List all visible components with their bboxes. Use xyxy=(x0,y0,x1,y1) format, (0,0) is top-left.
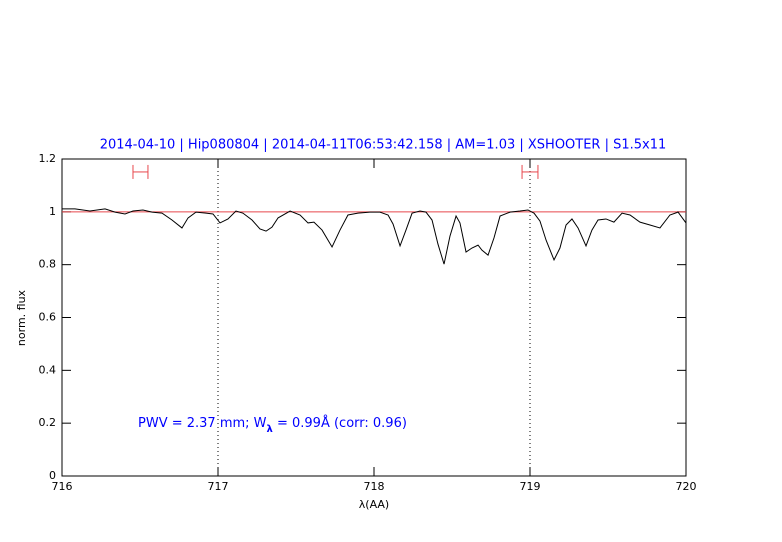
x-tick-label: 716 xyxy=(52,480,73,493)
y-tick-label: 0.4 xyxy=(39,363,57,376)
x-tick-label: 719 xyxy=(520,480,541,493)
y-axis-label: norm. flux xyxy=(15,289,28,346)
error-marker xyxy=(521,164,539,179)
annotation-part: λ xyxy=(267,424,274,435)
annotation-part: = 0.99Å (corr: 0.96) xyxy=(273,415,407,431)
y-tick-label: 1 xyxy=(49,205,56,218)
x-tick-label: 720 xyxy=(676,480,697,493)
y-tick-label: 1.2 xyxy=(39,152,57,165)
x-axis-label: λ(AA) xyxy=(359,498,389,511)
annotation: PWV = 2.37 mm; Wλ = 0.99Å (corr: 0.96) xyxy=(138,415,407,435)
y-tick-label: 0.2 xyxy=(39,416,57,429)
x-tick-label: 718 xyxy=(364,480,385,493)
y-tick-label: 0.8 xyxy=(39,258,57,271)
y-tick-label: 0.6 xyxy=(39,311,57,324)
chart-title: 2014-04-10 | Hip080804 | 2014-04-11T06:5… xyxy=(100,138,667,153)
spectrum-line xyxy=(62,208,687,265)
x-tick-label: 717 xyxy=(208,480,229,493)
error-marker xyxy=(132,164,149,179)
annotation-part: PWV = 2.37 mm; W xyxy=(138,416,267,431)
y-tick-label: 0 xyxy=(49,469,56,482)
